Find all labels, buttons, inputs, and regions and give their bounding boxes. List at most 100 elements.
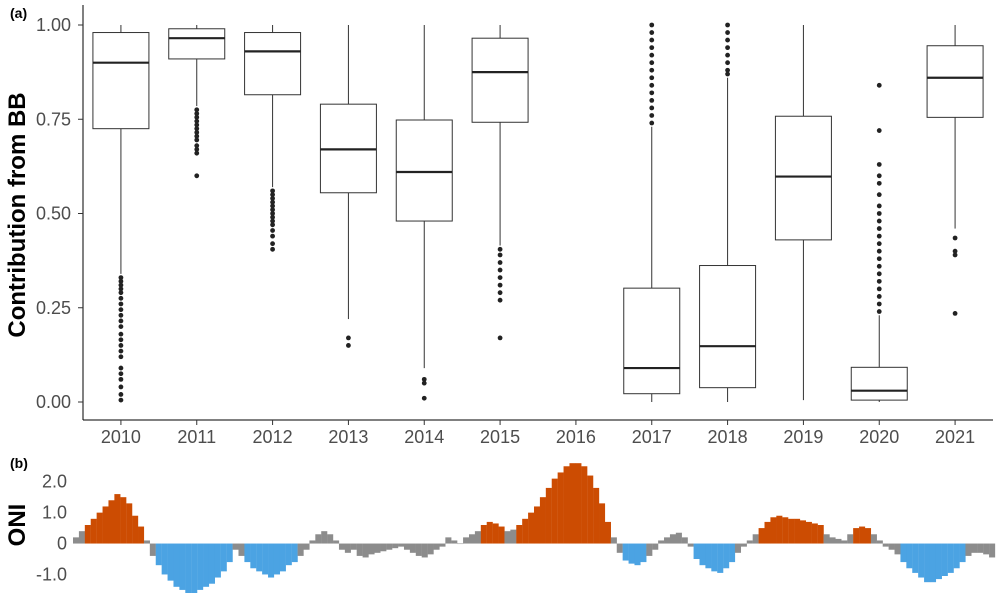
box-2011 <box>168 25 226 179</box>
outlier-point <box>649 22 655 28</box>
oni-bar <box>421 543 428 558</box>
oni-bar <box>782 517 789 544</box>
boxplot-x-tick-label: 2016 <box>556 427 596 447</box>
outlier-point <box>876 192 882 198</box>
outlier-point <box>876 309 882 314</box>
outlier-point <box>725 52 730 58</box>
oni-bar <box>740 543 747 547</box>
box-2019 <box>774 25 832 401</box>
oni-bar <box>173 543 180 587</box>
box-2014 <box>395 25 453 401</box>
oni-bar <box>569 463 576 544</box>
oni-bar <box>581 466 588 544</box>
outlier-point <box>194 114 200 120</box>
outlier-point <box>725 37 730 43</box>
outlier-point <box>270 203 275 209</box>
panel-b-label: (b) <box>10 455 28 471</box>
outlier-point <box>649 37 655 43</box>
outlier-point <box>118 384 124 390</box>
outlier-point <box>270 196 275 201</box>
oni-bar <box>504 531 511 544</box>
outlier-point <box>118 282 124 288</box>
boxplot-x-ticks: 2010 2011 2012 2013 2014 2015 2016 2017 2018 2019… <box>101 420 975 447</box>
oni-bar <box>244 543 251 563</box>
outlier-point <box>952 311 958 316</box>
oni-bar <box>894 543 901 555</box>
oni-bar <box>167 543 174 581</box>
outlier-point <box>118 318 124 324</box>
oni-bar <box>534 506 541 544</box>
oni-bar <box>853 528 860 544</box>
oni-bar <box>102 506 109 544</box>
outlier-point <box>118 307 124 313</box>
outlier-point <box>194 111 200 116</box>
outlier-point <box>876 256 882 262</box>
oni-bar <box>835 538 842 544</box>
oni-bar <box>516 525 523 544</box>
oni-bar <box>758 528 765 544</box>
outlier-point <box>876 128 882 133</box>
oni-bar <box>882 543 889 547</box>
box-iqr <box>623 287 681 395</box>
outlier-point <box>270 207 275 213</box>
oni-bar <box>451 540 458 544</box>
oni-bar <box>545 487 552 544</box>
outlier-point <box>194 147 200 152</box>
oni-bar <box>108 500 115 544</box>
oni-bar <box>403 543 411 550</box>
oni-bar <box>291 543 298 563</box>
box-iqr <box>699 265 757 389</box>
oni-bar <box>675 532 682 544</box>
oni-bar <box>350 543 357 550</box>
boxplot-x-tick-label: 2013 <box>328 427 368 447</box>
oni-y-tick-label: 1.0 <box>42 503 67 523</box>
oni-bar <box>669 534 676 544</box>
oni-bar <box>427 543 434 555</box>
outlier-point <box>346 335 351 341</box>
oni-bar <box>179 543 186 590</box>
oni-bar <box>392 543 399 549</box>
outlier-point <box>118 343 124 348</box>
boxplot-x-tick-label: 2020 <box>859 427 899 447</box>
oni-bar <box>805 521 812 544</box>
oni-bar <box>788 518 795 544</box>
outlier-point <box>118 354 124 360</box>
outlier-point <box>876 301 882 307</box>
oni-bar <box>847 534 854 544</box>
boxplot-x-tick-label: 2010 <box>101 427 141 447</box>
outlier-point <box>649 82 655 88</box>
oni-bar <box>409 543 416 553</box>
oni-bar <box>593 487 600 544</box>
boxplot-x-tick-label: 2012 <box>253 427 293 447</box>
oni-bar <box>628 543 635 564</box>
oni-bar <box>604 521 611 544</box>
box-2013 <box>319 25 377 348</box>
oni-bar <box>616 543 623 553</box>
outlier-point <box>194 143 200 149</box>
outlier-point <box>194 130 200 135</box>
oni-bars <box>73 463 996 593</box>
oni-bar <box>859 526 866 544</box>
oni-bar <box>935 543 942 580</box>
oni-bar <box>185 543 192 593</box>
oni-bar <box>492 523 499 544</box>
oni-bar <box>262 543 269 575</box>
outlier-point <box>497 252 503 258</box>
oni-bar <box>486 521 493 544</box>
box-iqr <box>244 32 302 96</box>
outlier-point <box>497 290 503 296</box>
outlier-point <box>118 331 124 337</box>
outlier-point <box>725 30 730 35</box>
oni-bar <box>563 466 570 544</box>
oni-bar <box>817 525 824 544</box>
outlier-point <box>118 392 124 397</box>
boxplot-y-tick-label: 0.25 <box>36 298 71 318</box>
oni-bar <box>143 540 150 544</box>
outlier-point <box>497 260 503 265</box>
oni-bar <box>84 525 91 544</box>
boxplot-x-tick-label: 2014 <box>404 427 444 447</box>
oni-bar <box>356 543 363 556</box>
outlier-point <box>194 126 200 132</box>
outlier-point <box>194 107 200 113</box>
outlier-point <box>876 226 882 231</box>
